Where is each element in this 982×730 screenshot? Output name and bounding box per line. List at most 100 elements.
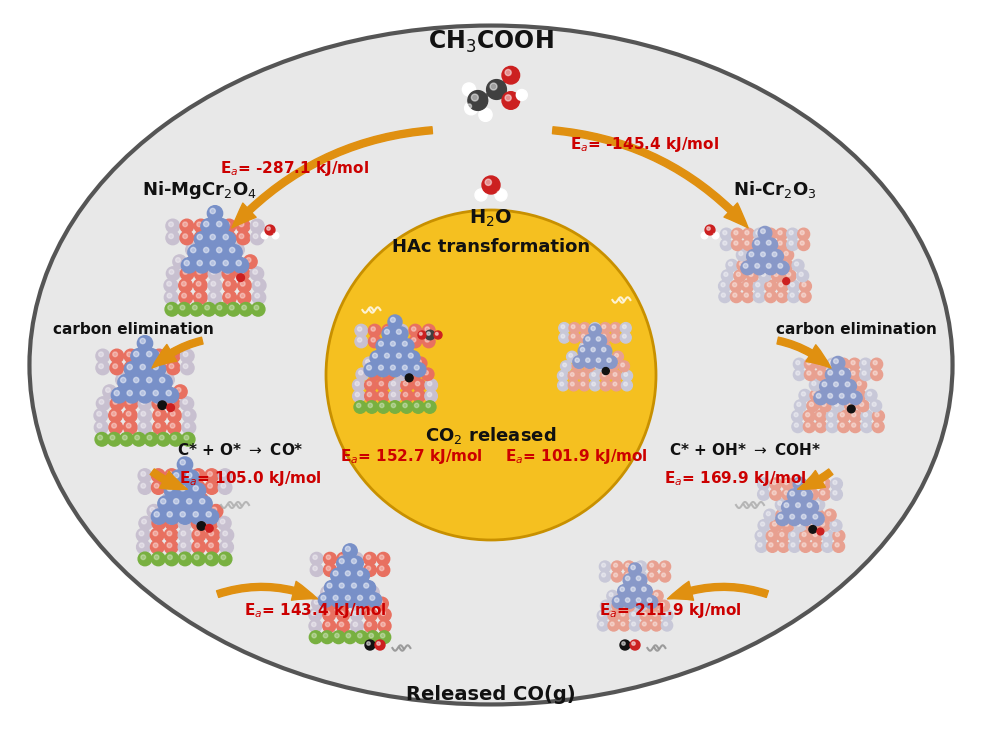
Circle shape <box>592 372 595 377</box>
Circle shape <box>613 382 617 386</box>
Circle shape <box>862 361 866 365</box>
Circle shape <box>321 596 326 600</box>
Circle shape <box>792 259 804 272</box>
Circle shape <box>799 530 811 542</box>
Circle shape <box>194 555 199 560</box>
Circle shape <box>138 361 152 374</box>
Circle shape <box>814 391 828 404</box>
Circle shape <box>389 357 402 369</box>
Circle shape <box>353 600 357 604</box>
Circle shape <box>218 552 232 566</box>
Circle shape <box>174 385 188 399</box>
Circle shape <box>659 561 671 572</box>
Circle shape <box>201 245 216 260</box>
Circle shape <box>636 580 647 592</box>
Circle shape <box>154 483 159 488</box>
Circle shape <box>778 241 783 245</box>
Circle shape <box>865 389 877 402</box>
Circle shape <box>370 351 384 365</box>
Circle shape <box>721 283 725 287</box>
Circle shape <box>761 272 766 277</box>
Circle shape <box>181 543 186 548</box>
Circle shape <box>391 392 396 396</box>
Circle shape <box>398 327 403 331</box>
Circle shape <box>164 529 178 542</box>
Circle shape <box>180 485 186 491</box>
Circle shape <box>624 372 627 377</box>
Circle shape <box>828 393 833 399</box>
Circle shape <box>140 391 145 396</box>
Circle shape <box>599 612 603 616</box>
Circle shape <box>829 371 833 375</box>
Circle shape <box>178 457 192 472</box>
Circle shape <box>832 400 844 412</box>
Circle shape <box>844 379 855 391</box>
Circle shape <box>169 399 174 404</box>
Circle shape <box>822 540 834 553</box>
Text: E$_a$= 169.9 kJ/mol: E$_a$= 169.9 kJ/mol <box>664 469 806 488</box>
Circle shape <box>597 620 609 631</box>
Circle shape <box>180 512 186 517</box>
Circle shape <box>152 349 166 363</box>
Circle shape <box>873 361 877 365</box>
Circle shape <box>600 370 611 381</box>
Circle shape <box>385 329 390 334</box>
Circle shape <box>572 334 575 338</box>
Circle shape <box>396 335 408 347</box>
Circle shape <box>184 496 199 511</box>
Circle shape <box>621 363 625 366</box>
Circle shape <box>613 372 617 377</box>
Circle shape <box>581 334 585 338</box>
Circle shape <box>183 222 188 227</box>
Circle shape <box>196 234 201 239</box>
Circle shape <box>180 397 193 410</box>
Circle shape <box>178 516 191 530</box>
Circle shape <box>239 234 244 239</box>
Circle shape <box>409 368 421 380</box>
Circle shape <box>807 361 811 365</box>
Circle shape <box>368 335 381 347</box>
Circle shape <box>635 561 646 572</box>
Circle shape <box>619 620 629 631</box>
Circle shape <box>824 392 828 396</box>
Circle shape <box>637 602 641 607</box>
Circle shape <box>118 374 134 390</box>
Circle shape <box>150 361 166 377</box>
Circle shape <box>804 358 816 370</box>
Circle shape <box>262 234 265 236</box>
Circle shape <box>364 390 377 402</box>
Circle shape <box>194 483 199 488</box>
Circle shape <box>187 255 200 269</box>
Circle shape <box>784 251 789 255</box>
Circle shape <box>578 351 589 362</box>
Circle shape <box>191 247 195 253</box>
Circle shape <box>331 569 345 583</box>
Circle shape <box>434 331 442 339</box>
Text: E$_a$= -287.1 kJ/mol: E$_a$= -287.1 kJ/mol <box>220 158 369 177</box>
Circle shape <box>194 258 209 273</box>
Circle shape <box>650 573 654 577</box>
Circle shape <box>210 234 215 239</box>
Circle shape <box>356 368 368 380</box>
Circle shape <box>615 598 619 602</box>
Circle shape <box>323 620 336 632</box>
Circle shape <box>337 620 350 632</box>
Circle shape <box>831 478 843 490</box>
Circle shape <box>626 564 629 567</box>
Circle shape <box>749 252 754 257</box>
Circle shape <box>397 353 402 358</box>
Circle shape <box>364 620 377 632</box>
Text: carbon elimination: carbon elimination <box>53 323 213 337</box>
Circle shape <box>153 391 158 396</box>
Circle shape <box>838 369 849 380</box>
Circle shape <box>178 552 191 566</box>
Circle shape <box>183 269 188 274</box>
Circle shape <box>795 503 800 507</box>
Circle shape <box>394 327 408 341</box>
Circle shape <box>165 507 170 512</box>
Circle shape <box>608 610 620 621</box>
Circle shape <box>363 357 375 369</box>
Circle shape <box>178 509 192 524</box>
Circle shape <box>196 293 201 298</box>
Circle shape <box>769 532 773 537</box>
